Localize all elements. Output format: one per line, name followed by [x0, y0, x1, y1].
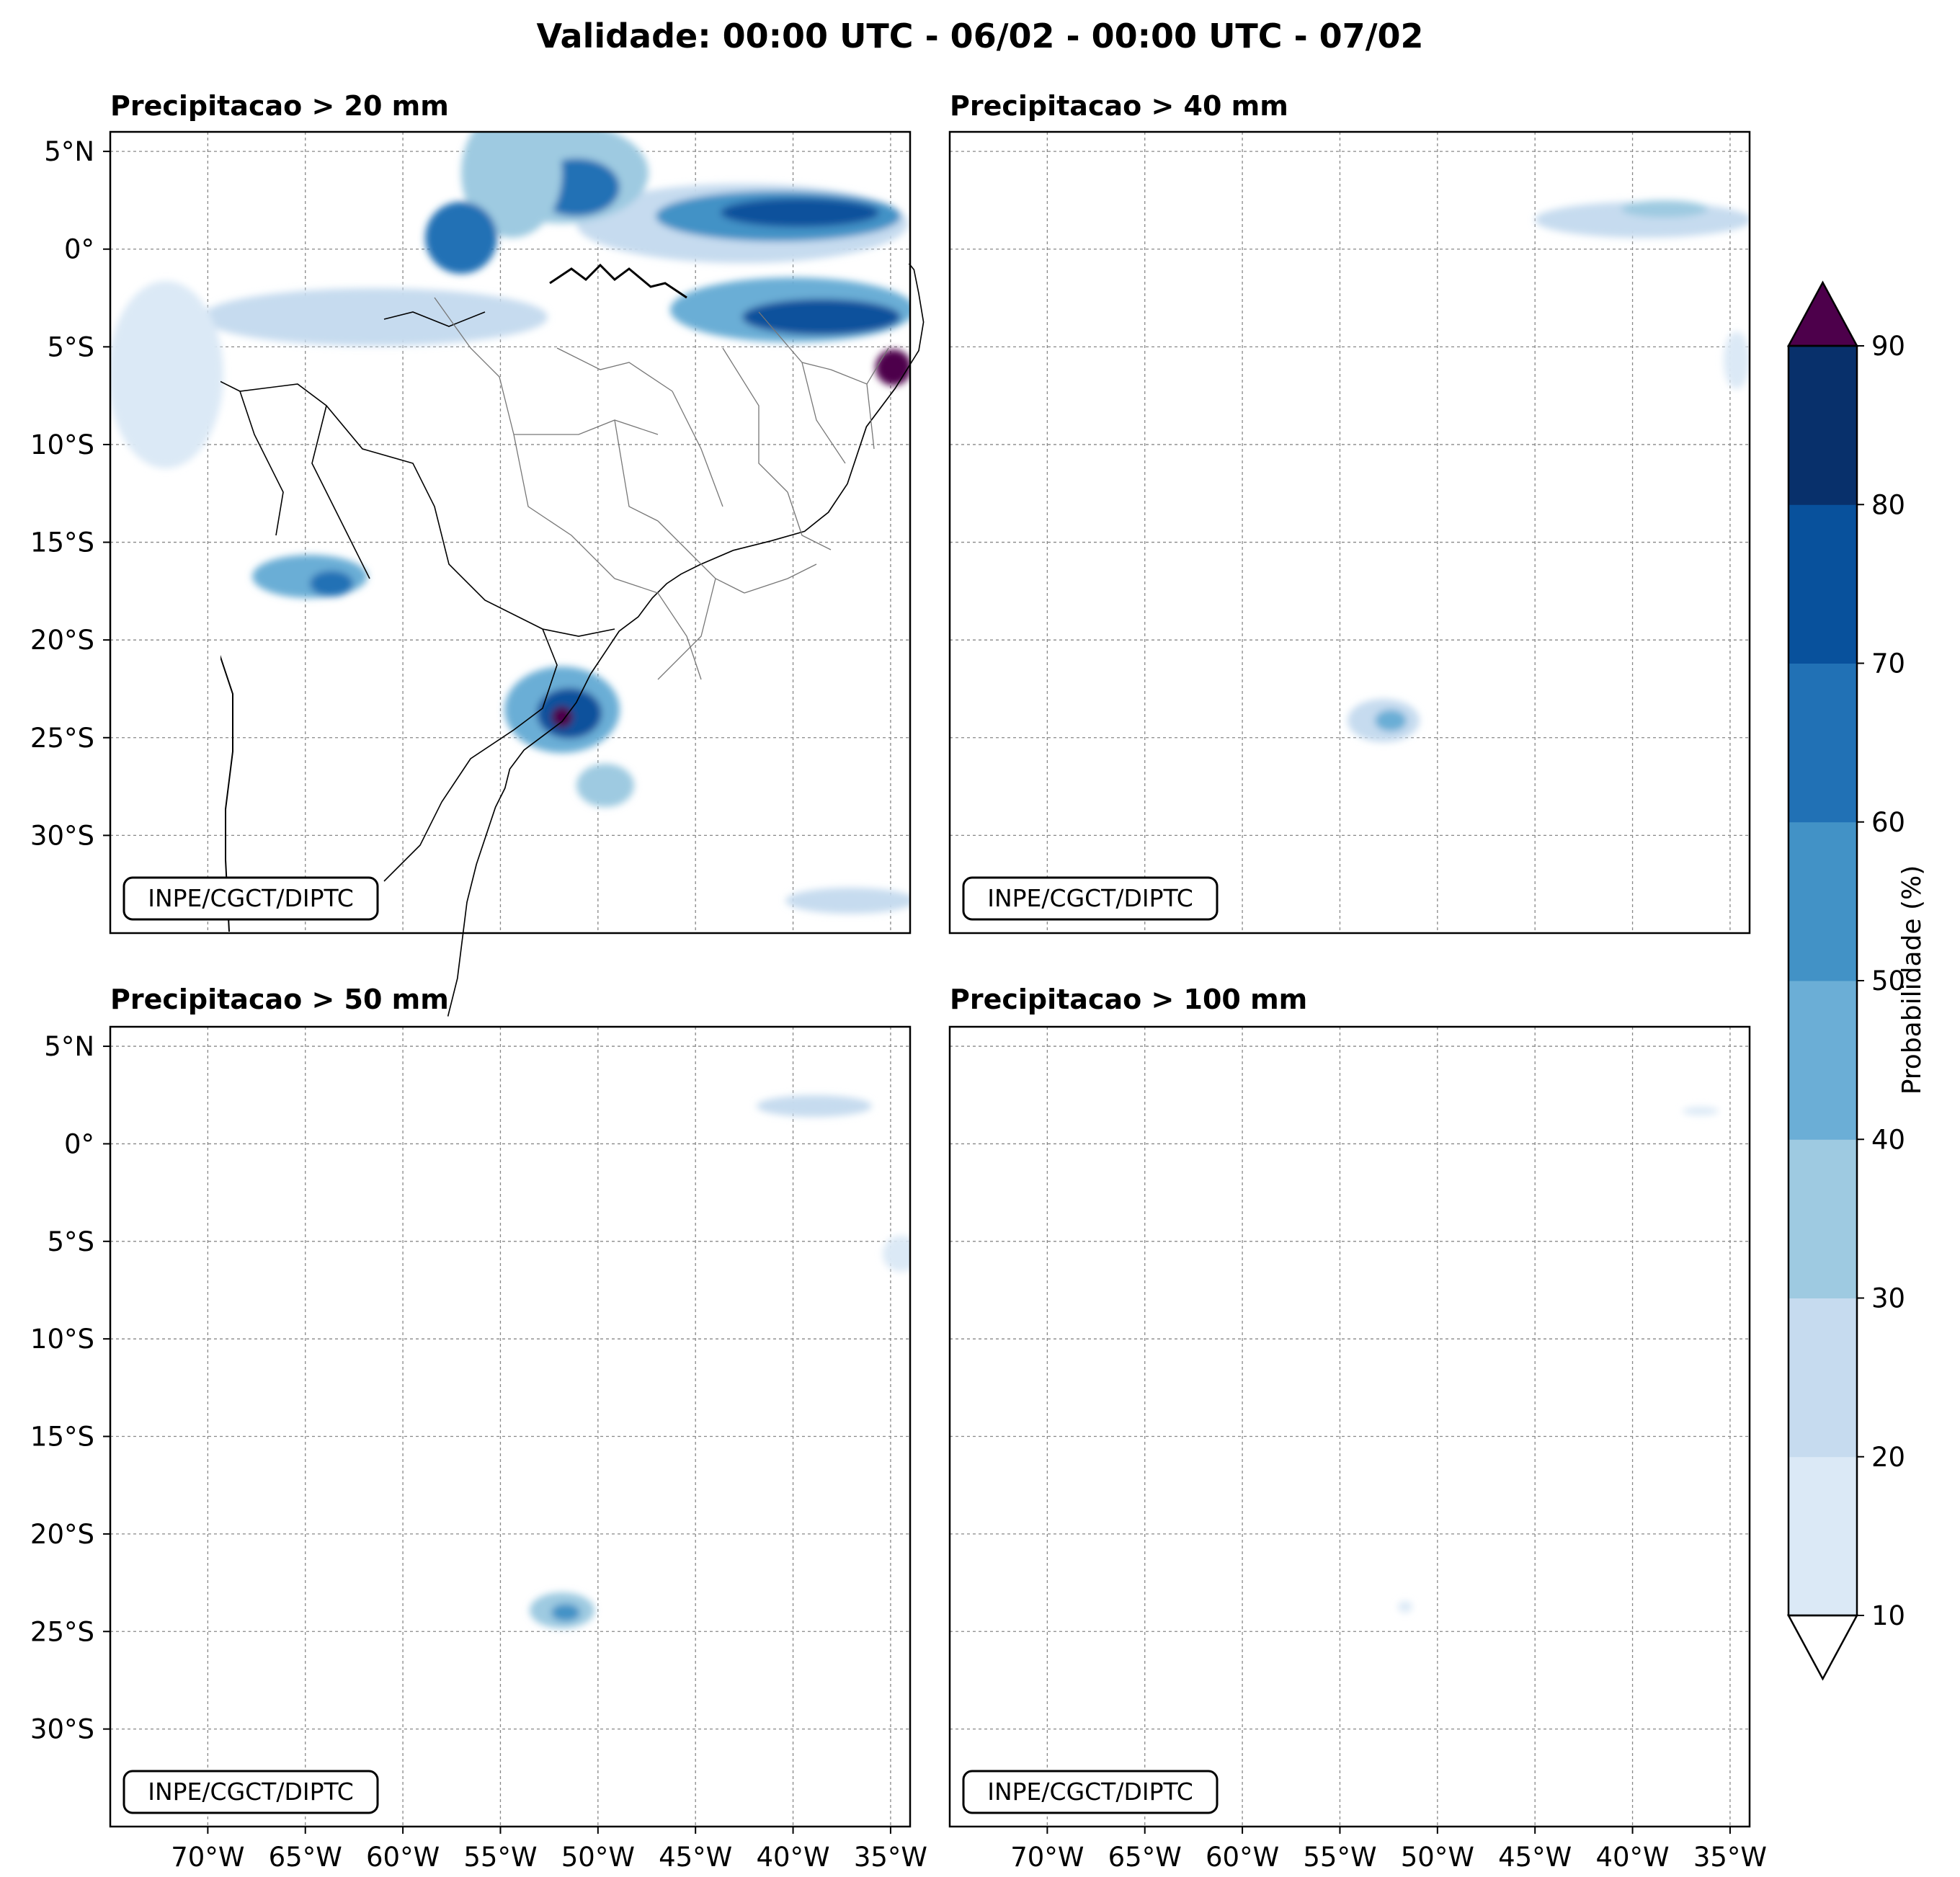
- colorbar-label: Probabilidade (%): [1897, 865, 1927, 1095]
- map-panel-1: INPE/CGCT/DIPTC: [109, 130, 925, 1018]
- lat-tick-label: 30°S: [30, 1714, 94, 1745]
- colorbar-segment: [1788, 981, 1857, 1140]
- lon-tick-label: 45°W: [659, 1842, 732, 1873]
- lon-tick-label: 35°W: [1693, 1842, 1767, 1873]
- colorbar-segment: [1788, 1139, 1857, 1298]
- lon-tick-label: 60°W: [366, 1842, 440, 1873]
- lat-tick-label: 25°S: [30, 723, 94, 754]
- lat-tick-label: 10°S: [30, 1324, 94, 1355]
- probability-field-50mm: [530, 1095, 910, 1628]
- colorbar-tick-label: 10: [1871, 1600, 1905, 1631]
- axis-tick-labels: 5°N 0° 5°S 10°S 15°S 20°S 25°S 30°S 5°N 0° 5°S 10°S…: [30, 136, 1767, 1873]
- credit-box: [962, 1770, 1219, 1814]
- lon-tick-label: 65°W: [1108, 1842, 1182, 1873]
- figure-title: Validade: 00:00 UTC - 06/02 - 00:00 UTC …: [536, 17, 1423, 55]
- panel-title-1: Precipitacao > 20 mm: [110, 90, 449, 122]
- lon-tick-label: 50°W: [561, 1842, 635, 1873]
- lon-tick-label: 40°W: [756, 1842, 829, 1873]
- map-frame: [110, 1027, 910, 1827]
- panel-title-2: Precipitacao > 40 mm: [950, 90, 1288, 122]
- lon-tick-label: 40°W: [1595, 1842, 1669, 1873]
- lat-tick-label: 5°N: [44, 136, 94, 167]
- probability-field-20mm: [110, 132, 910, 914]
- map-frame: [950, 132, 1750, 933]
- lon-tick-label: 65°W: [269, 1842, 342, 1873]
- lat-tick-label: 20°S: [30, 1519, 94, 1550]
- lon-tick-label: 70°W: [171, 1842, 244, 1873]
- lon-tick-label: 50°W: [1401, 1842, 1474, 1873]
- colorbar-segment: [1788, 821, 1857, 981]
- colorbar-tick-label: 60: [1871, 807, 1905, 838]
- colorbar-segment: [1788, 346, 1857, 505]
- colorbar-under-triangle: [1786, 1614, 1859, 1681]
- colorbar-tick-label: 90: [1871, 331, 1905, 362]
- lon-tick-label: 45°W: [1498, 1842, 1572, 1873]
- lat-tick-label: 15°S: [30, 527, 94, 558]
- colorbar-tick-label: 40: [1871, 1124, 1905, 1155]
- lat-tick-label: 10°S: [30, 429, 94, 460]
- lat-tick-label: 20°S: [30, 625, 94, 656]
- map-panel-3: INPE/CGCT/DIPTC: [109, 1025, 912, 1828]
- lat-tick-label: 30°S: [30, 820, 94, 851]
- colorbar-segment: [1788, 663, 1857, 823]
- colorbar-tick-label: 80: [1871, 489, 1905, 520]
- colorbar-tick-label: 50: [1871, 966, 1905, 997]
- credit-box: [122, 876, 379, 921]
- lat-tick-label: 0°: [64, 1128, 94, 1159]
- lon-tick-label: 55°W: [463, 1842, 537, 1873]
- colorbar: 10 20 30 40 50 60 70 80 90: [1786, 280, 1905, 1681]
- map-frame: [950, 1027, 1750, 1827]
- colorbar-segment: [1788, 1456, 1857, 1616]
- colorbar-tick-label: 30: [1871, 1283, 1905, 1314]
- lat-tick-label: 0°: [64, 234, 94, 265]
- credit-label: INPE/CGCT/DIPTC: [148, 1778, 354, 1806]
- lat-tick-label: 25°S: [30, 1616, 94, 1647]
- map-frame: [110, 132, 910, 933]
- lat-tick-label: 5°S: [47, 331, 94, 362]
- lon-tick-label: 60°W: [1206, 1842, 1279, 1873]
- map-panel-4: INPE/CGCT/DIPTC: [948, 1025, 1751, 1828]
- map-panel-2: INPE/CGCT/DIPTC: [948, 130, 1751, 935]
- colorbar-tick-label: 70: [1871, 648, 1905, 679]
- colorbar-segment: [1788, 1298, 1857, 1458]
- lat-tick-label: 5°S: [47, 1226, 94, 1257]
- colorbar-segment: [1788, 504, 1857, 664]
- lat-tick-label: 15°S: [30, 1422, 94, 1453]
- probability-field-40mm: [1348, 200, 1750, 742]
- panel-title-4: Precipitacao > 100 mm: [950, 984, 1307, 1015]
- credit-box: [122, 1770, 379, 1814]
- panel-title-3: Precipitacao > 50 mm: [110, 984, 449, 1015]
- lon-tick-label: 55°W: [1303, 1842, 1376, 1873]
- credit-label: INPE/CGCT/DIPTC: [987, 884, 1193, 912]
- lat-tick-label: 5°N: [44, 1031, 94, 1062]
- credit-label: INPE/CGCT/DIPTC: [148, 884, 354, 912]
- credit-box: [962, 876, 1219, 921]
- lon-tick-label: 70°W: [1010, 1842, 1084, 1873]
- colorbar-tick-label: 20: [1871, 1442, 1905, 1473]
- probability-field-100mm: [1398, 1107, 1719, 1613]
- credit-label: INPE/CGCT/DIPTC: [987, 1778, 1193, 1806]
- colorbar-over-triangle: [1786, 280, 1859, 347]
- lon-tick-label: 35°W: [854, 1842, 927, 1873]
